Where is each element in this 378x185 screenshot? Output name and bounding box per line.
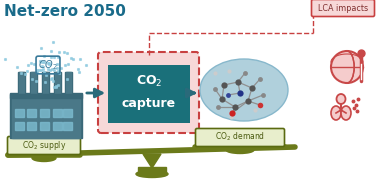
Bar [30,72,37,94]
Text: CO$_2$: CO$_2$ [136,74,162,89]
Bar [15,122,24,130]
FancyBboxPatch shape [98,52,199,133]
Bar [27,122,36,130]
Text: capture: capture [122,97,176,110]
Bar [43,72,48,94]
Bar [65,72,72,94]
Text: $CO_2$: $CO_2$ [38,58,58,72]
Bar [53,109,62,117]
Ellipse shape [331,106,341,120]
Ellipse shape [200,59,288,121]
Polygon shape [143,154,161,168]
Ellipse shape [331,51,363,83]
Bar [27,109,36,117]
FancyBboxPatch shape [108,65,190,123]
Bar [66,72,71,94]
Ellipse shape [336,94,345,104]
Ellipse shape [341,106,351,120]
Ellipse shape [226,147,254,154]
Bar [63,109,72,117]
Bar [54,72,61,94]
Text: CO$_2$ supply: CO$_2$ supply [22,139,66,152]
Ellipse shape [32,154,56,162]
Bar [138,167,166,172]
Bar [55,72,60,94]
Bar [31,72,36,94]
Text: LCA impacts: LCA impacts [318,4,368,13]
FancyBboxPatch shape [311,0,375,16]
Bar [63,122,72,130]
Text: CO$_2$ demand: CO$_2$ demand [215,131,265,143]
Bar [10,93,82,138]
Ellipse shape [136,171,168,177]
Text: Net-zero 2050: Net-zero 2050 [4,4,126,19]
Bar [15,109,24,117]
Bar [53,122,62,130]
Bar [10,94,82,98]
Bar [18,72,25,94]
Bar [19,72,24,94]
Bar [42,72,49,94]
Bar [12,95,80,138]
FancyBboxPatch shape [8,137,81,154]
FancyBboxPatch shape [195,129,285,147]
Bar [40,122,49,130]
Bar [40,109,49,117]
